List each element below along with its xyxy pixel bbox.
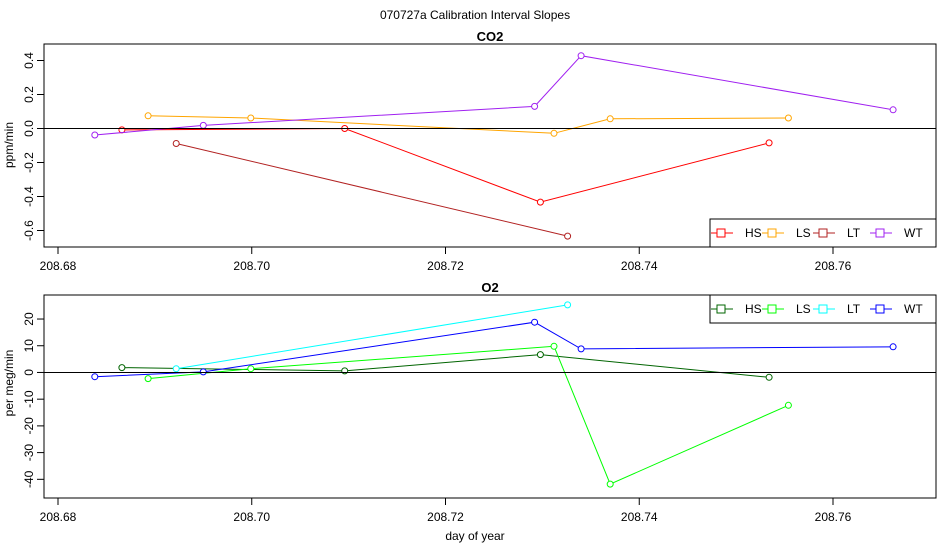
o2-series-layer xyxy=(91,301,897,488)
o2-y-axis-label: per meg/min xyxy=(2,350,16,417)
co2-series-wt-point xyxy=(577,52,585,60)
co2-series-ls-point xyxy=(144,112,152,120)
o2-series-ls-point xyxy=(606,480,614,488)
o2-axis-layer: 208.68 208.70 208.72 208.74 208.76 -40 -30 -20 -… xyxy=(22,312,936,524)
o2-x-tick-label: 208.74 xyxy=(621,510,658,524)
co2-series-ls-point xyxy=(550,129,558,137)
o2-y-tick-label: 10 xyxy=(22,339,36,353)
co2-series-wt-point xyxy=(199,121,207,129)
co2-x-tick-label: 208.74 xyxy=(621,259,658,273)
co2-legend-ls-marker xyxy=(767,228,777,238)
co2-x-tick-label: 208.72 xyxy=(427,259,464,273)
co2-legend-hs-label: HS xyxy=(745,226,762,240)
co2-x-tick-label: 208.70 xyxy=(233,259,270,273)
co2-series-ls-point xyxy=(784,114,792,122)
o2-legend-lt-label: LT xyxy=(847,302,861,316)
co2-series-hs-point xyxy=(765,139,773,147)
o2-y-tick-label: -20 xyxy=(22,417,36,435)
o2-legend-wt-label: WT xyxy=(904,302,923,316)
o2-legend-items: HS LS LT WT xyxy=(711,302,923,316)
o2-y-tick-label: 20 xyxy=(22,312,36,326)
o2-x-tick-label: 208.76 xyxy=(815,510,852,524)
o2-x-tick-label: 208.68 xyxy=(40,510,77,524)
co2-legend: HS LS LT WT xyxy=(709,218,937,248)
o2-panel-title: O2 xyxy=(481,280,498,295)
co2-y-tick-label: -0.4 xyxy=(22,186,36,207)
o2-series-ls-line xyxy=(148,345,789,485)
o2-series-wt-point xyxy=(889,343,897,351)
o2-plot-frame xyxy=(43,294,937,499)
co2-series-layer xyxy=(91,52,897,240)
o2-series-lt-point xyxy=(172,365,180,373)
co2-series-wt-point xyxy=(889,106,897,114)
co2-series-lt-point xyxy=(172,140,180,147)
co2-panel: CO2 ppm/min 208.68 208.70 208.72 208.74 208.… xyxy=(2,29,937,273)
o2-series-hs-line xyxy=(121,354,770,378)
co2-plot-frame xyxy=(43,43,937,248)
co2-legend-wt-label: WT xyxy=(904,226,923,240)
co2-y-tick-label: 0.0 xyxy=(22,120,36,137)
o2-legend: HS LS LT WT xyxy=(709,294,937,324)
co2-y-tick-label: 0.4 xyxy=(22,52,36,69)
co2-series-ls-point xyxy=(247,114,255,122)
co2-series-wt-point xyxy=(91,131,99,139)
o2-x-tick-label: 208.72 xyxy=(427,510,464,524)
o2-series-hs-point xyxy=(536,351,544,359)
o2-series-hs-point xyxy=(341,367,349,375)
o2-series-lt-point xyxy=(564,301,572,309)
o2-y-tick-label: -10 xyxy=(22,390,36,408)
co2-x-tick-label: 208.68 xyxy=(40,259,77,273)
co2-series-ls-line xyxy=(148,115,789,134)
o2-series-ls-point xyxy=(247,365,255,373)
co2-y-tick-label: -0.2 xyxy=(22,152,36,173)
o2-series-ls-point xyxy=(144,375,152,383)
co2-series-wt-line xyxy=(94,55,894,136)
o2-legend-hs-label: HS xyxy=(745,302,762,316)
o2-series-wt-point xyxy=(91,373,99,381)
figure-title: 070727a Calibration Interval Slopes xyxy=(380,8,570,22)
o2-series-ls-point xyxy=(550,342,558,350)
co2-panel-title: CO2 xyxy=(477,29,504,44)
o2-series-wt-point xyxy=(577,345,585,353)
o2-legend-hs-marker xyxy=(716,304,726,314)
o2-panel: O2 per meg/min 208.68 208.70 208.72 208.74 2… xyxy=(2,280,937,524)
co2-legend-hs-marker xyxy=(716,228,726,238)
o2-x-tick-label: 208.70 xyxy=(233,510,270,524)
o2-series-hs-point xyxy=(765,373,773,381)
o2-y-tick-label: -30 xyxy=(22,444,36,462)
co2-y-axis-label: ppm/min xyxy=(2,122,16,168)
co2-y-tick-label: 0.2 xyxy=(22,86,36,103)
o2-series-lt-line xyxy=(176,304,568,370)
o2-series-hs-point xyxy=(118,364,126,372)
co2-axis-layer: 208.68 208.70 208.72 208.74 208.76 -0.6 -0.4 -0… xyxy=(22,52,936,273)
o2-legend-ls-label: LS xyxy=(796,302,811,316)
co2-x-tick-label: 208.76 xyxy=(815,259,852,273)
co2-legend-items: HS LS LT WT xyxy=(711,226,923,240)
co2-y-tick-label: -0.6 xyxy=(22,220,36,241)
co2-series-lt-line xyxy=(176,143,568,237)
o2-legend-ls-marker xyxy=(767,304,777,314)
co2-legend-lt-label: LT xyxy=(847,226,861,240)
co2-series-lt-point xyxy=(564,232,572,240)
o2-series-ls-point xyxy=(784,401,792,409)
co2-legend-wt-marker xyxy=(875,228,885,238)
o2-y-tick-label: 0 xyxy=(22,369,36,376)
co2-series-wt-point xyxy=(531,102,539,110)
o2-y-tick-label: -40 xyxy=(22,470,36,488)
o2-legend-wt-marker xyxy=(875,304,885,314)
o2-legend-lt-marker xyxy=(818,304,828,314)
x-axis-label: day of year xyxy=(445,529,504,543)
co2-legend-ls-label: LS xyxy=(796,226,811,240)
co2-series-ls-point xyxy=(606,115,614,123)
o2-series-wt-point xyxy=(531,318,539,326)
co2-series-hs-line xyxy=(121,127,770,203)
o2-series-wt-point xyxy=(199,368,207,376)
co2-legend-lt-marker xyxy=(818,228,828,238)
co2-series-hs-point xyxy=(536,198,544,206)
